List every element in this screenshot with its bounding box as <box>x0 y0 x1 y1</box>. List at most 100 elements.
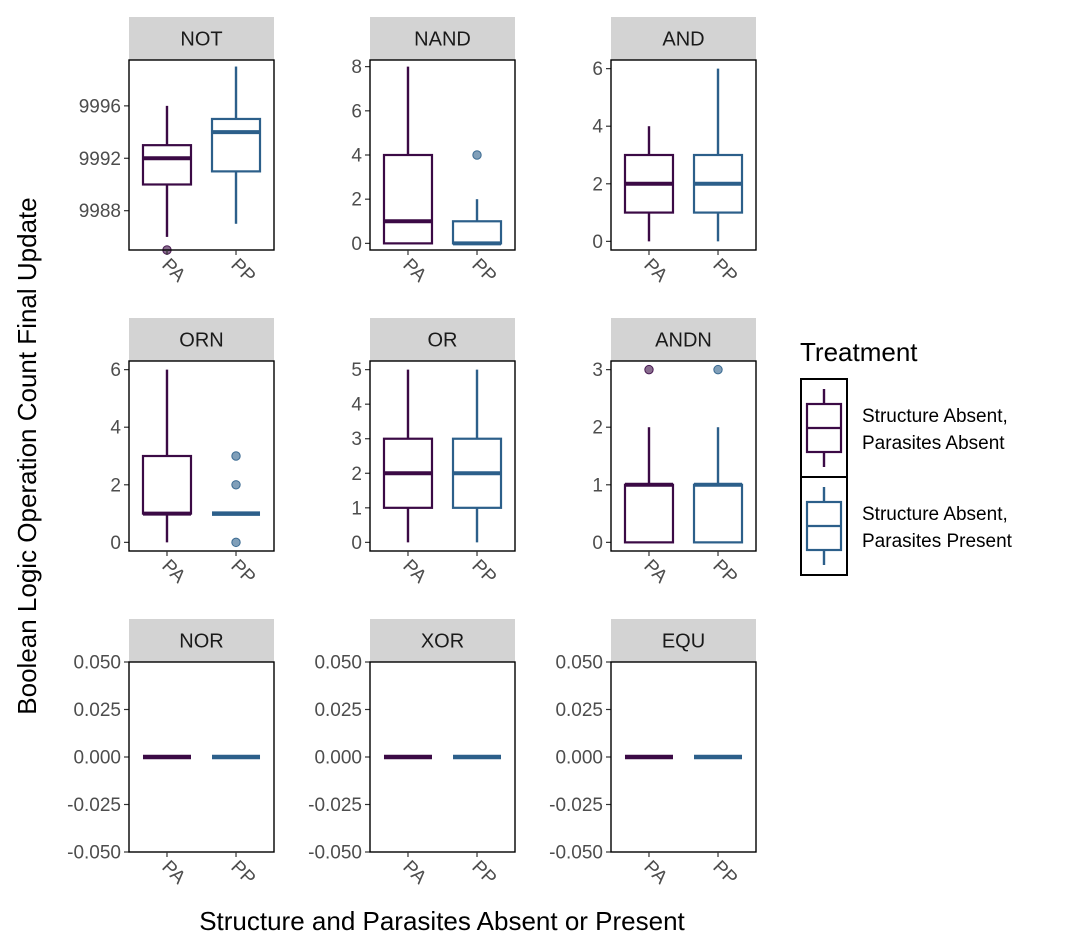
y-tick-label-and: 0 <box>592 232 603 253</box>
legend-label-pp-line2: Parasites Present <box>862 531 1013 552</box>
y-tick-label-nor: 0.050 <box>73 653 121 674</box>
panel-border-and <box>610 59 757 251</box>
facet-panels: NOT 9988 9992 9996 PA PP NAND 0 2 4 6 8 PA PP AND 0 2 4 6 P… <box>67 17 757 890</box>
strip-label-and: AND <box>662 29 704 51</box>
y-tick-label-or: 4 <box>351 395 362 416</box>
outlier-pa <box>644 364 654 375</box>
panel-border-equ <box>610 661 757 853</box>
y-axis-title: Boolean Logic Operation Count Final Upda… <box>12 197 42 714</box>
panel-border-nor <box>128 661 275 853</box>
y-tick-label-equ: 0.025 <box>555 700 603 721</box>
y-tick-label-andn: 0 <box>592 533 603 554</box>
legend: Treatment Structure Absent, Parasites Abs… <box>800 337 1013 576</box>
box-pa <box>141 454 193 515</box>
box-pp <box>210 117 262 173</box>
panel-and: AND 0 2 4 6 PA PP <box>592 17 757 288</box>
legend-label-pa-line2: Parasites Absent <box>862 433 1005 454</box>
legend-title: Treatment <box>800 337 918 367</box>
strip-label-orn: ORN <box>179 330 223 352</box>
x-tick-label-nand: PA <box>398 255 430 287</box>
y-tick-label-and: 6 <box>592 59 603 80</box>
panel-equ: EQU -0.050 -0.025 0.000 0.025 0.050 PA PP <box>549 619 757 890</box>
x-tick-label-nor: PP <box>226 857 259 890</box>
panel-not: NOT 9988 9992 9996 PA PP <box>79 17 275 287</box>
y-tick-label-andn: 3 <box>592 360 603 381</box>
y-tick-label-and: 2 <box>592 174 603 195</box>
strip-andn <box>611 318 756 361</box>
y-tick-label-orn: 4 <box>110 418 121 439</box>
x-tick-label-and: PP <box>708 255 741 288</box>
outlier-pp <box>231 480 241 490</box>
outlier-pp <box>472 150 482 160</box>
y-tick-label-nor: 0.025 <box>73 700 121 721</box>
y-tick-label-orn: 0 <box>110 533 121 554</box>
box-pa <box>623 483 675 544</box>
strip-not <box>129 17 274 60</box>
strip-label-equ: EQU <box>662 631 705 653</box>
panel-nand: NAND 0 2 4 6 8 PA PP <box>351 17 516 288</box>
strip-label-andn: ANDN <box>655 330 712 352</box>
legend-label-pa-line1: Structure Absent, <box>862 406 1008 427</box>
strip-orn <box>129 318 274 361</box>
y-tick-label-xor: 0.050 <box>314 653 362 674</box>
x-tick-label-xor: PP <box>467 857 500 890</box>
box-pp <box>451 220 503 245</box>
strip-label-or: OR <box>428 330 458 352</box>
y-tick-label-nand: 6 <box>351 101 362 122</box>
y-tick-label-equ: 0.000 <box>555 748 603 769</box>
legend-label-pp-line1: Structure Absent, <box>862 504 1008 525</box>
y-tick-label-or: 1 <box>351 498 362 519</box>
strip-nand <box>370 17 515 60</box>
strip-xor <box>370 619 515 662</box>
panel-border-nand <box>369 59 516 251</box>
box-pa <box>141 144 193 186</box>
outlier-pp <box>231 451 241 461</box>
x-tick-label-nand: PP <box>467 255 500 288</box>
y-tick-label-andn: 1 <box>592 475 603 496</box>
y-tick-label-nor: -0.025 <box>67 795 121 816</box>
y-tick-label-not: 9992 <box>79 149 121 170</box>
x-tick-label-not: PA <box>157 255 189 287</box>
y-tick-label-nand: 8 <box>351 57 362 78</box>
y-tick-label-nor: 0.000 <box>73 748 121 769</box>
y-tick-label-not: 9988 <box>79 201 121 222</box>
x-tick-label-and: PA <box>639 255 671 287</box>
panel-or: OR 0 1 2 3 4 5 PA PP <box>351 318 516 588</box>
y-tick-label-equ: -0.050 <box>549 843 603 864</box>
strip-label-nor: NOR <box>179 631 223 653</box>
panel-nor: NOR -0.050 -0.025 0.000 0.025 0.050 PA PP <box>67 619 275 890</box>
outlier-pp <box>231 537 241 548</box>
y-tick-label-nand: 0 <box>351 234 362 255</box>
strip-or <box>370 318 515 361</box>
y-tick-label-andn: 2 <box>592 418 603 439</box>
x-tick-label-nor: PA <box>157 857 189 889</box>
y-tick-label-equ: 0.050 <box>555 653 603 674</box>
strip-label-not: NOT <box>180 29 222 51</box>
y-tick-label-nor: -0.050 <box>67 843 121 864</box>
y-tick-label-or: 5 <box>351 360 362 381</box>
x-tick-label-orn: PP <box>226 556 259 589</box>
y-tick-label-xor: -0.050 <box>308 843 362 864</box>
y-tick-label-or: 3 <box>351 429 362 450</box>
y-tick-label-nand: 2 <box>351 190 362 211</box>
x-tick-label-equ: PP <box>708 857 741 890</box>
outlier-pp <box>713 364 723 375</box>
x-tick-label-andn: PP <box>708 556 741 589</box>
panel-border-xor <box>369 661 516 853</box>
y-tick-label-nand: 4 <box>351 146 362 167</box>
panel-orn: ORN 0 2 4 6 PA PP <box>110 318 275 589</box>
y-tick-label-xor: -0.025 <box>308 795 362 816</box>
y-tick-label-orn: 2 <box>110 475 121 496</box>
y-tick-label-xor: 0.000 <box>314 748 362 769</box>
y-tick-label-or: 2 <box>351 464 362 485</box>
y-tick-label-or: 0 <box>351 533 362 554</box>
y-tick-label-equ: -0.025 <box>549 795 603 816</box>
strip-label-nand: NAND <box>414 29 471 51</box>
strip-and <box>611 17 756 60</box>
strip-equ <box>611 619 756 662</box>
panel-border-not <box>128 59 275 251</box>
y-tick-label-and: 4 <box>592 117 603 138</box>
y-tick-label-orn: 6 <box>110 360 121 381</box>
panel-andn: ANDN 0 1 2 3 PA PP <box>592 318 757 589</box>
